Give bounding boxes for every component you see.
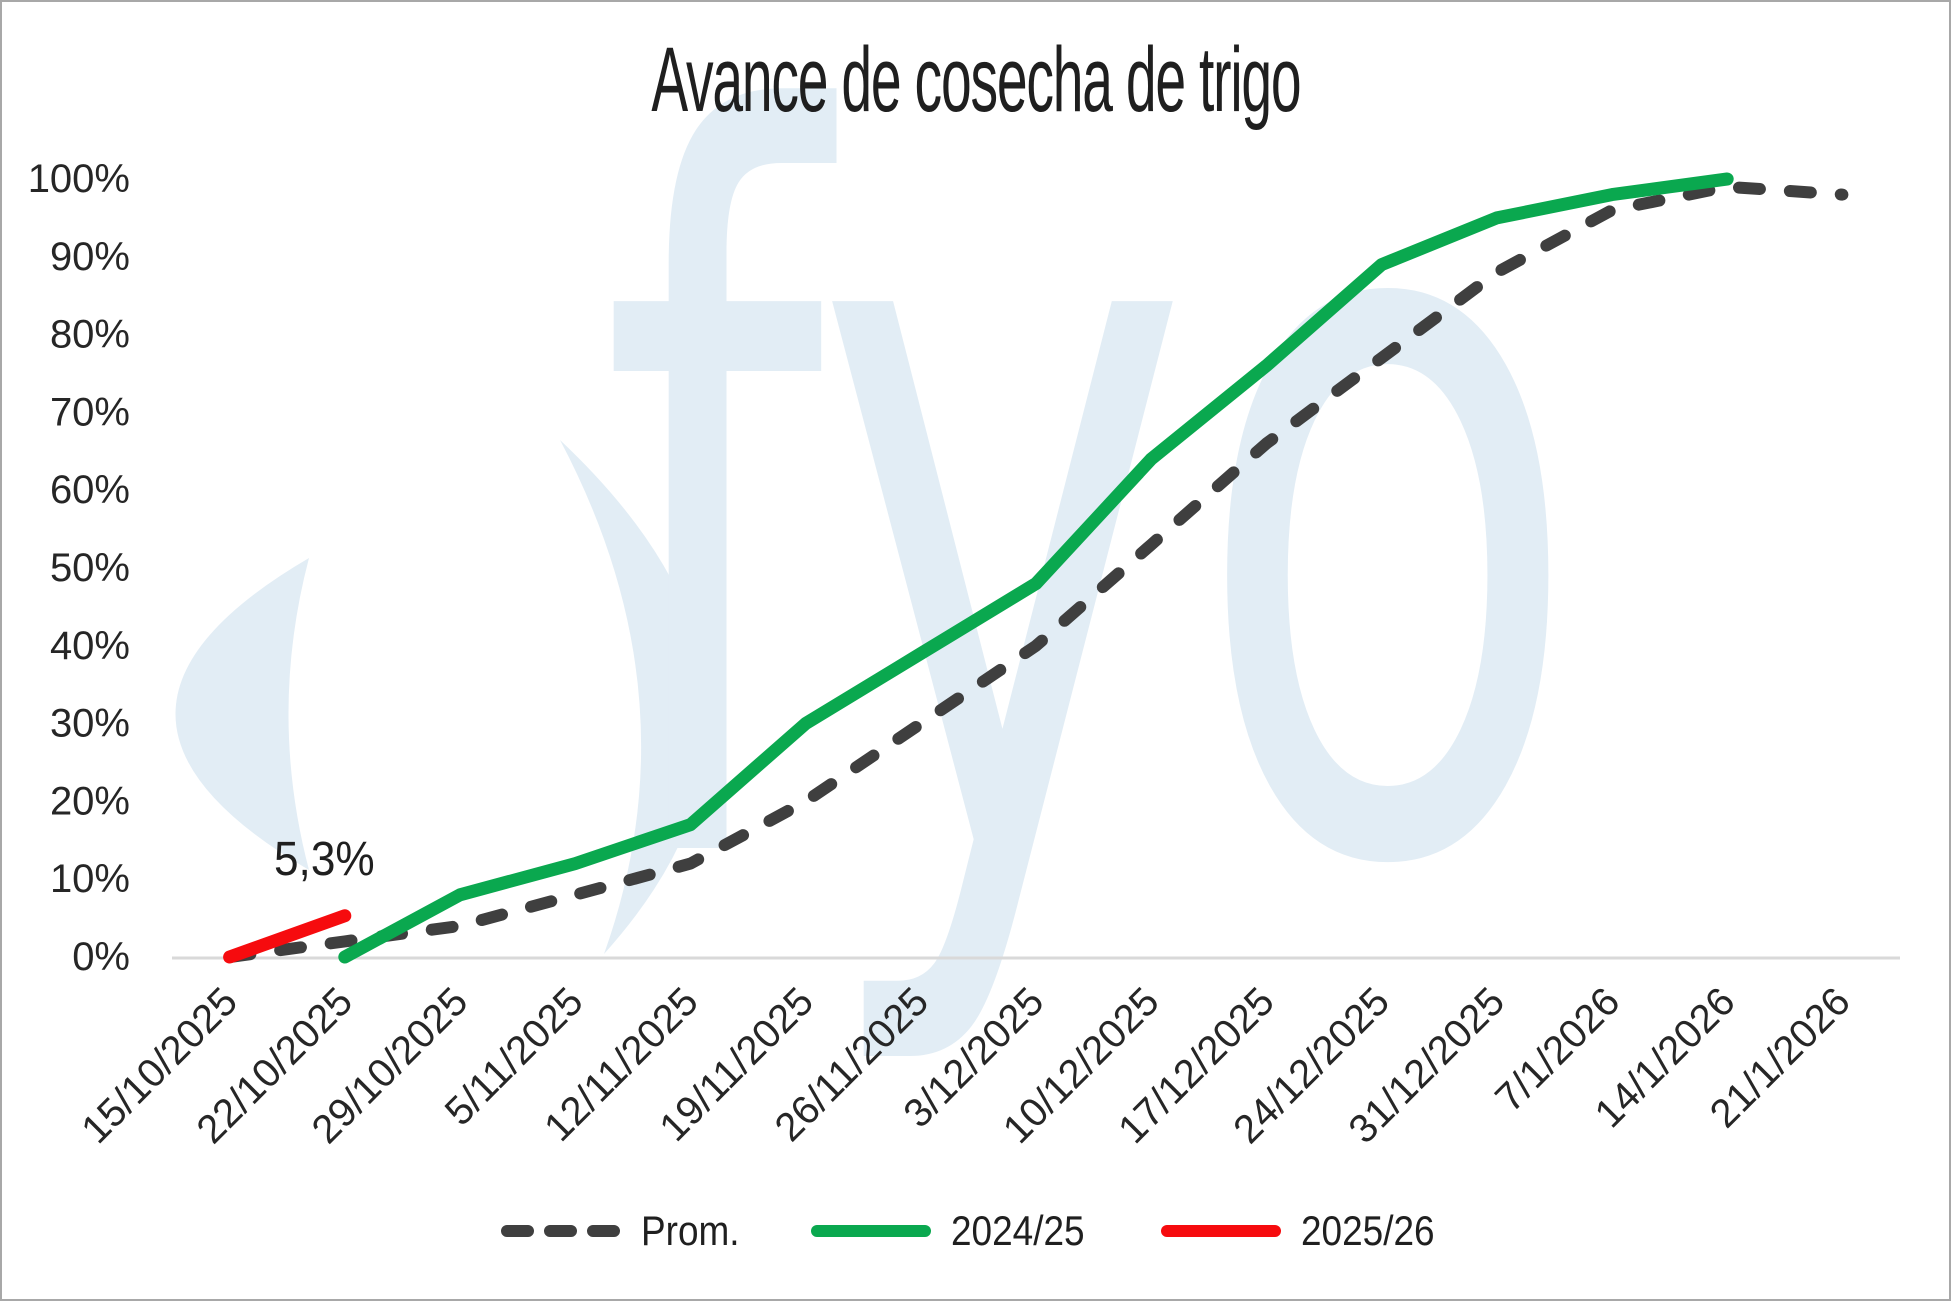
y-tick-label: 100%: [28, 157, 130, 201]
legend: Prom. 2024/25 2025/26: [2, 1207, 1949, 1255]
series-lines: [223, 172, 1849, 964]
y-axis-labels: 0% 10% 20% 30% 40% 50% 60% 70% 80% 90% 100%: [28, 157, 130, 979]
series-line-prom-: [223, 180, 1849, 963]
y-tick-label: 10%: [50, 857, 130, 901]
y-tick-label: 80%: [50, 313, 130, 357]
legend-item-prom: Prom.: [499, 1207, 753, 1255]
legend-label-prom: Prom.: [640, 1207, 740, 1254]
watermark-text: fyo: [599, 2, 1583, 1084]
y-tick-label: 50%: [50, 546, 130, 590]
chart-title: Avance de cosecha de trigo: [2, 28, 1949, 133]
legend-swatch-2024-25-line: [810, 1225, 931, 1237]
y-tick-label: 30%: [50, 702, 130, 746]
legend-label-2024-25: 2024/25: [950, 1207, 1085, 1254]
data-label-5-3-percent: 5,3%: [274, 833, 375, 886]
y-tick-label: 60%: [50, 468, 130, 512]
y-tick-label: 20%: [50, 779, 130, 823]
fyo-watermark-logo: fyo: [175, 2, 1583, 1084]
legend-item-2024-25: 2024/25: [809, 1207, 1103, 1255]
y-tick-label: 70%: [50, 390, 130, 434]
watermark-crescent-left: [175, 558, 309, 870]
series-line-2025-26: [223, 909, 352, 964]
legend-swatch-2025-26-line: [1160, 1225, 1281, 1237]
legend-item-2025-26: 2025/26: [1159, 1207, 1453, 1255]
y-tick-label: 40%: [50, 624, 130, 668]
y-tick-label: 90%: [50, 235, 130, 279]
chart-title-text: Avance de cosecha de trigo: [650, 29, 1301, 131]
series-line-2024-25: [338, 172, 1734, 964]
legend-label-2025-26: 2025/26: [1300, 1207, 1435, 1254]
legend-swatch-prom-dashed-line: [500, 1225, 621, 1237]
y-tick-label: 0%: [72, 935, 130, 979]
